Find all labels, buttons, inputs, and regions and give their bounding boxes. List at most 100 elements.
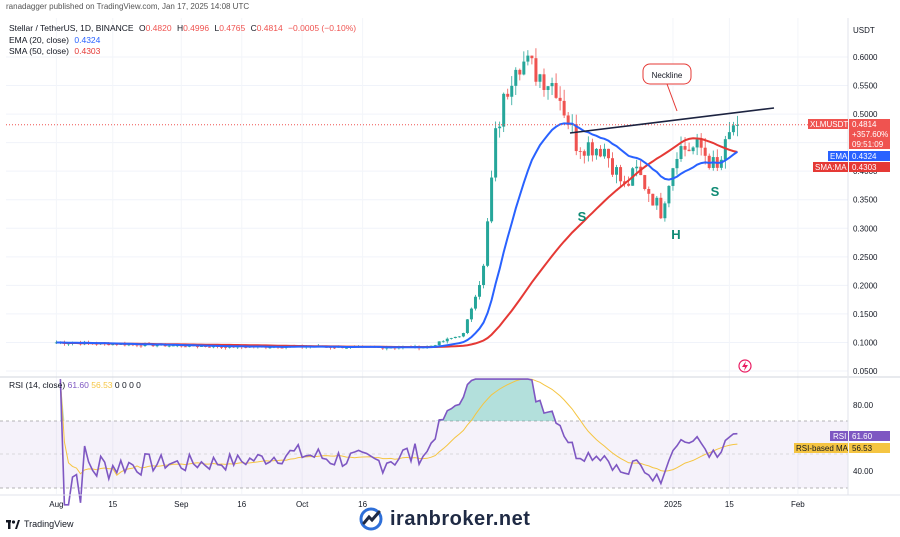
tradingview-icon — [6, 519, 20, 529]
candle-body — [433, 345, 437, 346]
neckline-label: Neckline — [652, 71, 683, 80]
candle-body — [695, 139, 699, 148]
tradingview-logo[interactable]: TradingView — [6, 519, 74, 529]
price-tick-label: 0.6000 — [853, 53, 878, 62]
candle-body — [155, 345, 159, 347]
candle-body — [691, 147, 695, 152]
last-price-tag: XLMUSDT 0.4814 +357.60% 09:51:09 — [808, 119, 890, 149]
candle-body — [449, 338, 453, 339]
price-tick-label: 0.5500 — [853, 82, 878, 91]
candle-body — [473, 296, 477, 309]
candle-body — [244, 347, 248, 348]
sma-legend-value: 0.4303 — [74, 46, 101, 56]
candle-body — [461, 333, 465, 337]
candle-body — [534, 58, 538, 82]
neckline-callout[interactable]: Neckline — [642, 63, 692, 112]
rsi-legend-ma: 56.53 — [91, 380, 113, 390]
candle-body — [611, 158, 614, 175]
candle-body — [542, 74, 546, 90]
candle-body — [735, 124, 739, 126]
price-tick-label: 0.2500 — [853, 253, 878, 262]
candle-body — [647, 188, 651, 194]
rsi-legend-label: RSI (14, close) — [9, 380, 66, 390]
candle-body — [635, 166, 639, 169]
ema-tag: EMA 0.4324 — [828, 151, 890, 161]
rsi-line — [59, 378, 738, 506]
change-tag-text: +357.60% — [852, 130, 888, 139]
high-value: 0.4996 — [183, 23, 210, 33]
high-label: H — [176, 23, 184, 33]
candle-body — [558, 97, 562, 101]
candle-body — [135, 344, 139, 346]
candle-body — [671, 168, 675, 186]
candle-body — [590, 142, 594, 156]
candle-body — [719, 159, 723, 168]
candle-body — [707, 155, 711, 168]
candle-body — [183, 346, 187, 348]
candle-body — [457, 336, 461, 338]
rsi-legend-extra: 0 0 0 0 — [114, 380, 141, 390]
close-label: C — [250, 23, 257, 33]
candle-body — [598, 148, 602, 157]
candle-body — [627, 183, 631, 186]
price-tick-label: 0.1000 — [853, 338, 878, 347]
price-grid — [6, 18, 848, 494]
candle-body — [530, 55, 534, 59]
candle-body — [453, 336, 457, 339]
time-tick-label: 16 — [237, 500, 246, 509]
candle-body — [655, 197, 659, 206]
time-tick-label: 15 — [725, 500, 734, 509]
rsi-ma-tag-value: 56.53 — [852, 444, 873, 453]
candle-body — [566, 115, 570, 125]
candle-body — [687, 149, 691, 152]
symbol-title: Stellar / TetherUS, 1D, BINANCE — [9, 23, 134, 33]
price-tick-label: 0.1500 — [853, 310, 878, 319]
neckline-trendline[interactable] — [569, 107, 775, 134]
candle-body — [615, 167, 619, 175]
low-value: 0.4765 — [219, 23, 246, 33]
candle-body — [602, 148, 606, 157]
time-axis-ticks: Aug 15 Sep 16 Oct 16 2025 15 Feb — [49, 500, 805, 509]
sma-legend[interactable]: SMA (50, close) 0.4303 — [9, 46, 103, 56]
candle-body — [562, 100, 566, 116]
rsi-legend[interactable]: RSI (14, close) 61.60 56.53 0 0 0 0 — [9, 380, 141, 390]
candle-body — [667, 185, 671, 204]
candle-body — [550, 83, 554, 87]
open-label: O — [138, 23, 146, 33]
symbol-legend[interactable]: Stellar / TetherUS, 1D, BINANCE O0.4820 … — [9, 23, 359, 33]
rsi-ma-tag: RSI-based MA 56.53 — [794, 443, 890, 453]
countdown-tag-text: 09:51:09 — [852, 140, 884, 149]
watermark-text: iranbroker.net — [390, 507, 531, 530]
candle-body — [445, 338, 449, 342]
change-value: −0.0005 (−0.10%) — [288, 23, 357, 33]
time-tick-label: Oct — [296, 500, 309, 509]
candle-body — [486, 221, 490, 266]
candle-body — [465, 319, 469, 334]
sma-50-line — [56, 137, 738, 348]
candle-body — [171, 345, 175, 347]
candle-body — [518, 69, 522, 75]
price-axis-ticks: 0.60000.55000.50000.45000.40000.35000.30… — [853, 53, 878, 376]
candle-body — [606, 148, 610, 159]
candle-body — [441, 341, 445, 343]
candle-body — [522, 61, 526, 75]
lightning-icon[interactable] — [738, 359, 752, 373]
candle-body — [675, 158, 679, 169]
candle-body — [514, 69, 518, 86]
candle-body — [139, 345, 143, 347]
price-tick-label: 0.0500 — [853, 367, 878, 376]
candle-body — [224, 346, 228, 348]
candle-body — [167, 345, 171, 347]
candle-body — [643, 175, 647, 189]
price-tick-label: 0.5000 — [853, 110, 878, 119]
candle-body — [469, 308, 473, 320]
rsi-ma-tag-label: RSI-based MA — [796, 444, 849, 453]
candle-body — [683, 146, 687, 150]
candle-body — [594, 148, 598, 156]
rsi-tag-value: 61.60 — [852, 432, 873, 441]
ema-tag-label: EMA — [830, 152, 848, 161]
sma-tag-label: SMA:MA — [815, 163, 847, 172]
time-tick-label: Feb — [791, 500, 805, 509]
ema-legend[interactable]: EMA (20, close) 0.4324 — [9, 35, 103, 45]
